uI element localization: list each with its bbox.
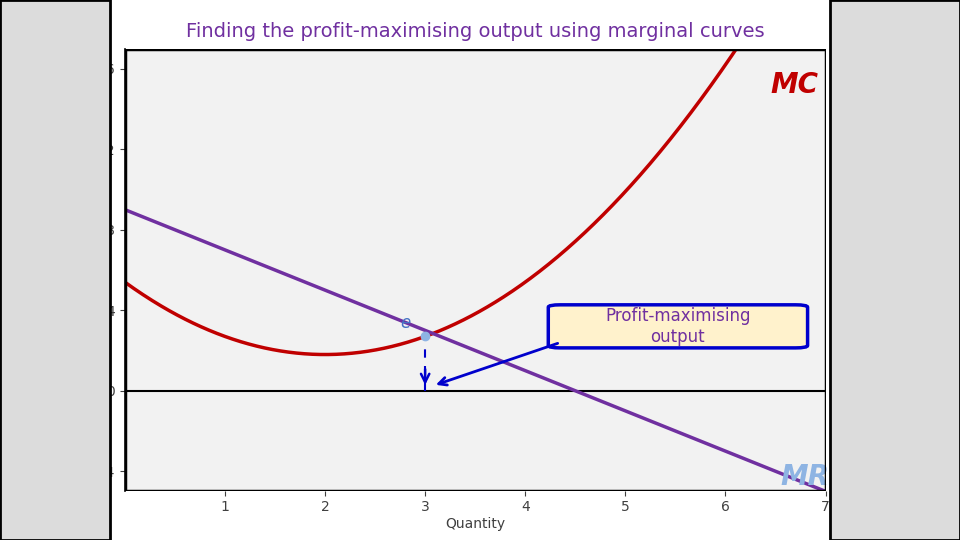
Y-axis label: Costs and revenue (£): Costs and revenue (£) [75, 193, 89, 347]
Text: e: e [400, 314, 410, 332]
FancyBboxPatch shape [548, 305, 807, 348]
Text: MC: MC [771, 71, 819, 99]
X-axis label: Quantity: Quantity [445, 517, 505, 531]
Text: Profit-maximising
output: Profit-maximising output [605, 307, 751, 346]
Bar [125, 49, 826, 491]
Text: MR: MR [780, 463, 829, 491]
Title: Finding the profit-maximising output using marginal curves: Finding the profit-maximising output usi… [186, 23, 764, 42]
